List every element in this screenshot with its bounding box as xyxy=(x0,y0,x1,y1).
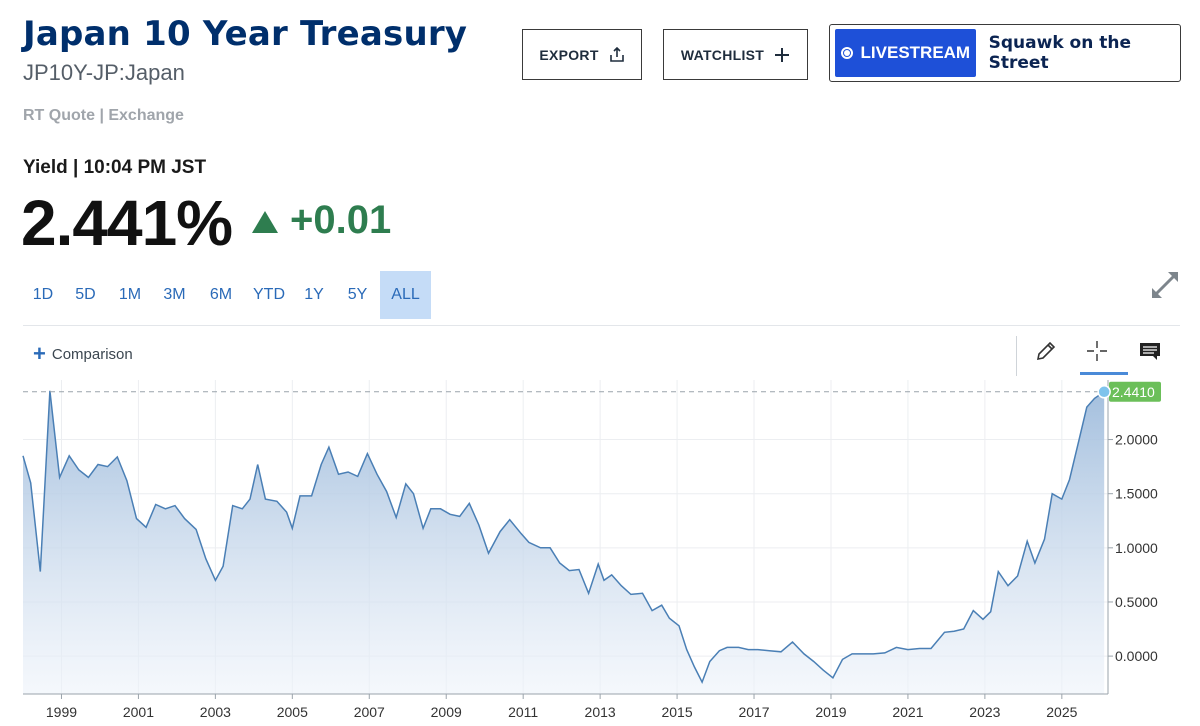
live-radio-icon xyxy=(840,47,853,59)
watchlist-button[interactable]: WATCHLIST xyxy=(663,29,808,80)
range-tab[interactable]: 1M xyxy=(118,286,142,303)
livestream-button[interactable]: LIVESTREAM xyxy=(835,29,976,77)
livestream-label: LIVESTREAM xyxy=(860,43,971,62)
x-tick-label: 2011 xyxy=(508,704,538,720)
x-tick-label: 2015 xyxy=(661,704,692,720)
x-tick-label: 2007 xyxy=(354,704,385,720)
page-title: Japan 10 Year Treasury xyxy=(23,14,468,54)
x-tick-label: 2017 xyxy=(738,704,769,720)
x-tick-label: 2019 xyxy=(815,704,846,720)
x-tick-label: 2021 xyxy=(892,704,923,720)
expand-icon[interactable] xyxy=(1148,268,1182,302)
plus-icon: + xyxy=(33,341,46,366)
yield-timestamp: Yield | 10:04 PM JST xyxy=(23,157,207,178)
comment-icon[interactable] xyxy=(1132,336,1168,366)
x-tick-label: 2005 xyxy=(277,704,308,720)
range-tab[interactable]: 1D xyxy=(32,286,54,303)
watchlist-label: WATCHLIST xyxy=(680,46,765,63)
last-value-badge xyxy=(1109,381,1161,402)
last-value-marker xyxy=(1097,385,1111,399)
range-tab[interactable]: 3M xyxy=(163,286,186,303)
x-tick-label: 2009 xyxy=(431,704,462,720)
yield-chart[interactable]: 0.0000 0.5000 1.0000 1.5000 2.0000 1999 2001 20… xyxy=(0,376,1200,726)
time-range-tabs: 1D 5D 1M 3M 6M YTD 1Y 5Y ALL xyxy=(23,271,431,319)
range-tab[interactable]: YTD xyxy=(253,286,285,303)
series-line xyxy=(22,390,1105,684)
plus-icon xyxy=(774,47,790,63)
series-area xyxy=(23,390,1105,694)
livestream-show-link[interactable]: Squawk on the Street xyxy=(988,33,1131,73)
x-tick-label: 2013 xyxy=(585,704,616,720)
x-tick-label: 2023 xyxy=(969,704,1000,720)
range-tab[interactable]: 6M xyxy=(209,286,233,303)
livestream-widget: LIVESTREAM Squawk on the Street xyxy=(829,24,1181,82)
up-arrow-icon xyxy=(252,210,278,233)
active-tool-indicator xyxy=(1080,372,1128,375)
y-tick-label: 1.0000 xyxy=(1115,540,1158,556)
symbol-label: JP10Y-JP:Japan xyxy=(23,60,185,85)
pencil-icon[interactable] xyxy=(1028,336,1064,366)
divider xyxy=(23,325,1180,326)
y-tick-label: 2.0000 xyxy=(1115,432,1158,448)
range-tab[interactable]: 5Y xyxy=(347,286,368,303)
last-price: 2.441% xyxy=(21,187,233,259)
range-tab[interactable]: 5D xyxy=(75,286,96,303)
x-tick-label: 2025 xyxy=(1046,704,1077,720)
range-tab[interactable]: ALL xyxy=(380,271,431,319)
export-button[interactable]: EXPORT xyxy=(522,29,642,80)
add-comparison-button[interactable]: + Comparison xyxy=(33,341,133,366)
last-value-label: 2.4410 xyxy=(1112,384,1155,400)
change-value: +0.01 xyxy=(290,198,392,242)
share-upload-icon xyxy=(609,46,625,63)
range-tab[interactable]: 1Y xyxy=(304,286,324,303)
y-tick-label: 0.5000 xyxy=(1115,594,1158,610)
x-tick-label: 2003 xyxy=(200,704,231,720)
x-tick-label: 1999 xyxy=(46,704,77,720)
y-tick-label: 0.0000 xyxy=(1115,648,1158,664)
export-label: EXPORT xyxy=(539,46,599,63)
toolbar-divider xyxy=(1016,336,1017,376)
x-tick-label: 2001 xyxy=(123,704,154,720)
crosshair-icon[interactable] xyxy=(1079,336,1115,366)
y-tick-label: 1.5000 xyxy=(1115,486,1158,502)
comparison-label: Comparison xyxy=(51,345,133,363)
rt-quote-label: RT Quote | Exchange xyxy=(23,107,184,124)
price-change: +0.01 xyxy=(252,198,391,243)
